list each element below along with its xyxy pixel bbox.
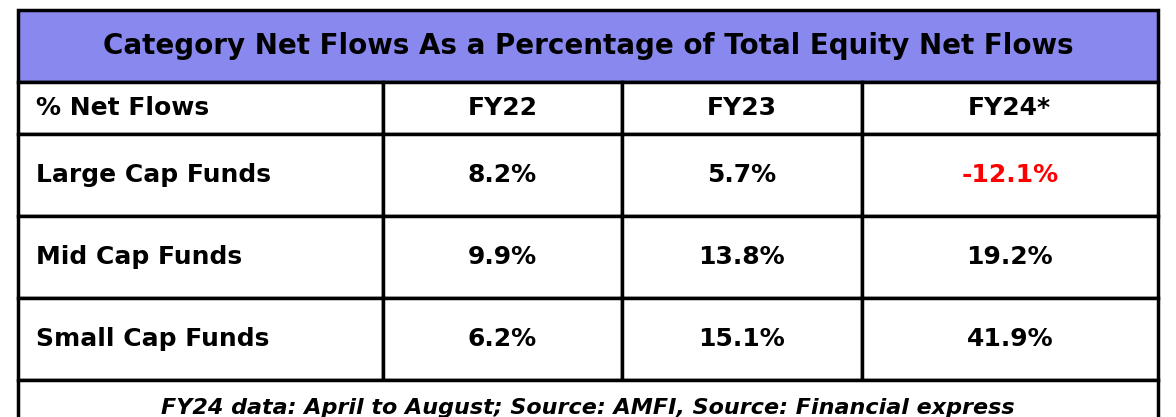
- Bar: [862, 82, 1158, 134]
- Bar: [18, 82, 383, 134]
- Bar: [383, 134, 622, 216]
- Text: FY24 data: April to August; Source: AMFI, Source: Financial express: FY24 data: April to August; Source: AMFI…: [161, 399, 1015, 417]
- Text: 9.9%: 9.9%: [468, 245, 537, 269]
- Bar: [862, 298, 1158, 380]
- Bar: [383, 216, 622, 298]
- Text: Category Net Flows As a Percentage of Total Equity Net Flows: Category Net Flows As a Percentage of To…: [102, 32, 1074, 60]
- Text: 19.2%: 19.2%: [967, 245, 1054, 269]
- Bar: [862, 216, 1158, 298]
- Text: Mid Cap Funds: Mid Cap Funds: [36, 245, 242, 269]
- Text: Small Cap Funds: Small Cap Funds: [36, 327, 269, 351]
- Bar: [18, 216, 383, 298]
- Bar: [622, 82, 862, 134]
- Text: 41.9%: 41.9%: [967, 327, 1054, 351]
- Text: Large Cap Funds: Large Cap Funds: [36, 163, 270, 187]
- Bar: [18, 298, 383, 380]
- Bar: [862, 134, 1158, 216]
- Text: 6.2%: 6.2%: [468, 327, 537, 351]
- Bar: [383, 82, 622, 134]
- Text: 13.8%: 13.8%: [699, 245, 786, 269]
- Text: FY22: FY22: [468, 96, 537, 120]
- Bar: [383, 298, 622, 380]
- Bar: [18, 380, 1158, 417]
- Text: 5.7%: 5.7%: [707, 163, 776, 187]
- Bar: [622, 298, 862, 380]
- Text: -12.1%: -12.1%: [961, 163, 1058, 187]
- Bar: [18, 134, 383, 216]
- Text: 15.1%: 15.1%: [699, 327, 786, 351]
- Text: FY23: FY23: [707, 96, 777, 120]
- Bar: [18, 10, 1158, 82]
- Text: 8.2%: 8.2%: [468, 163, 537, 187]
- Text: FY24*: FY24*: [968, 96, 1051, 120]
- Text: % Net Flows: % Net Flows: [36, 96, 209, 120]
- Bar: [622, 134, 862, 216]
- Bar: [622, 216, 862, 298]
